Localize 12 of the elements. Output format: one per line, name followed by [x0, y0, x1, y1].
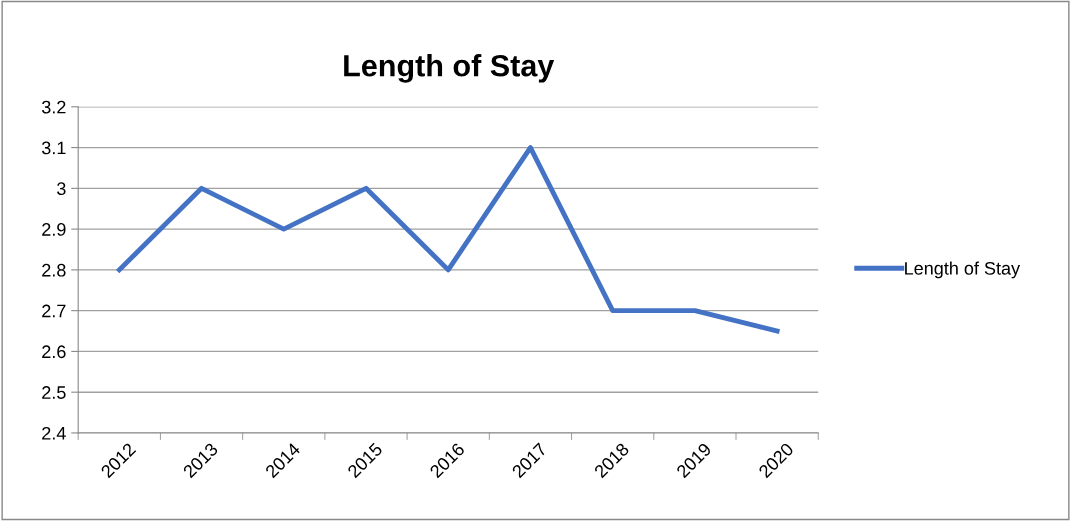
legend-label: Length of Stay — [905, 261, 1021, 279]
y-tick-label: 3 — [57, 182, 66, 196]
y-tick-label: 3.1 — [41, 141, 66, 155]
y-tick-label: 2.8 — [42, 263, 66, 277]
y-tick-label: 2.5 — [42, 386, 66, 399]
chart-title: Length of Stay — [344, 54, 555, 83]
y-tick-label: 2.6 — [42, 345, 66, 359]
line-series — [116, 145, 780, 334]
y-tick-label: 2.4 — [42, 426, 66, 440]
y-tick-label: 2.7 — [42, 304, 66, 318]
y-tick-label: 3.2 — [41, 100, 66, 114]
y-tick-label: 2.9 — [42, 223, 66, 236]
